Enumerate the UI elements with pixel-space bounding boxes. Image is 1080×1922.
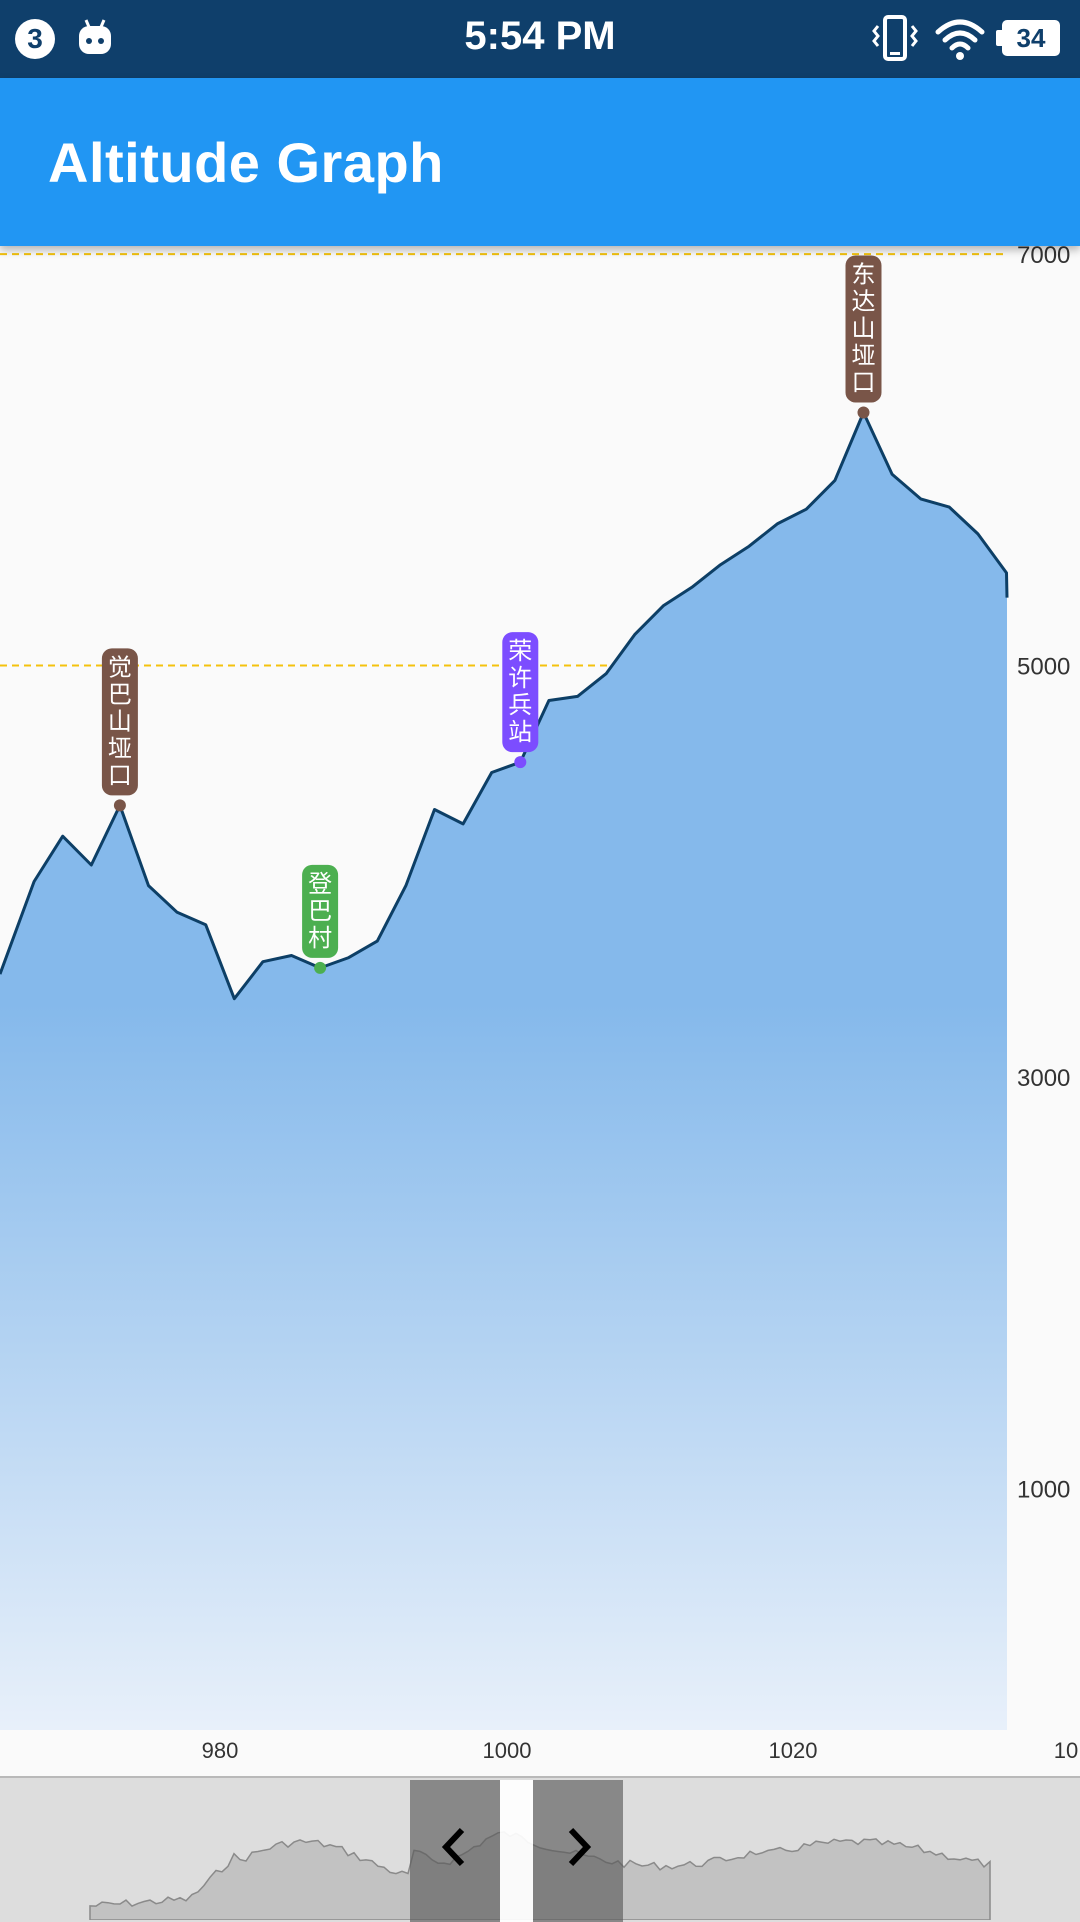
app-bar: Altitude Graph bbox=[0, 78, 1080, 246]
altitude-area bbox=[0, 413, 1007, 1731]
poi-dot bbox=[858, 406, 870, 418]
poi-label: 觉巴山垭口 bbox=[108, 654, 132, 789]
range-handle-left[interactable] bbox=[410, 1780, 500, 1922]
x-axis-band bbox=[0, 1730, 1080, 1776]
poi-dot bbox=[514, 756, 526, 768]
poi-label: 荣许兵站 bbox=[508, 638, 532, 746]
y-tick-label: 3000 bbox=[1017, 1065, 1070, 1092]
poi-marker[interactable]: 东达山垭口 bbox=[846, 255, 882, 418]
poi-dot bbox=[314, 962, 326, 974]
range-handle-right[interactable] bbox=[533, 1780, 623, 1922]
poi-marker[interactable]: 登巴村 bbox=[302, 865, 338, 974]
range-window[interactable] bbox=[500, 1780, 533, 1922]
poi-marker[interactable]: 觉巴山垭口 bbox=[102, 648, 138, 811]
x-tick-label: 980 bbox=[202, 1738, 239, 1763]
battery-level: 34 bbox=[1002, 20, 1060, 56]
poi-label: 登巴村 bbox=[308, 871, 332, 952]
x-tick-label: 10 bbox=[1054, 1738, 1078, 1763]
wifi-icon bbox=[935, 14, 985, 69]
poi-label: 东达山垭口 bbox=[852, 261, 876, 396]
poi-marker[interactable]: 荣许兵站 bbox=[502, 632, 538, 768]
y-tick-label: 1000 bbox=[1017, 1476, 1070, 1503]
poi-dot bbox=[114, 799, 126, 811]
page-title: Altitude Graph bbox=[48, 130, 444, 195]
x-tick-label: 1000 bbox=[483, 1738, 532, 1763]
y-tick-label: 7000 bbox=[1017, 246, 1070, 269]
overview-scrubber[interactable] bbox=[0, 1776, 1080, 1922]
y-tick-label: 5000 bbox=[1017, 654, 1070, 681]
vibrate-icon bbox=[870, 14, 920, 69]
x-tick-label: 1020 bbox=[769, 1738, 818, 1763]
status-bar: 3 5:54 PM 34 bbox=[0, 0, 1080, 78]
altitude-chart[interactable]: 7000 5000 3000 1000 980 1000 1020 10 觉巴山垭口登巴村 荣… bbox=[0, 246, 1080, 1776]
